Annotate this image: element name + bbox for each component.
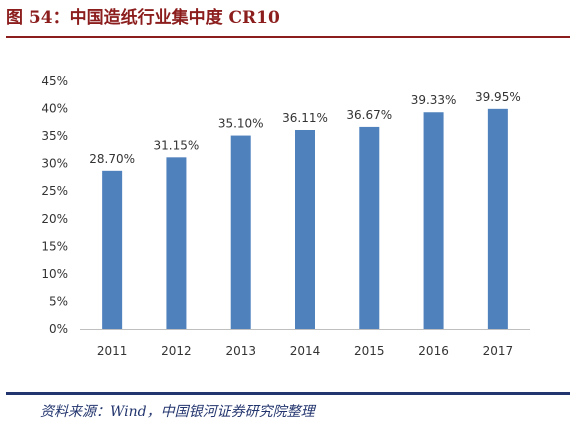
bar-data-label: 36.67% (346, 108, 392, 122)
x-tick-label: 2017 (483, 344, 514, 358)
y-tick-label: 25% (41, 184, 68, 198)
figure-title: 图 54：中国造纸行业集中度 CR10 (6, 8, 280, 28)
bar-data-label: 36.11% (282, 111, 328, 125)
y-tick-label: 0% (49, 322, 68, 336)
bar (166, 157, 187, 329)
bar (230, 135, 251, 329)
y-tick-label: 20% (41, 212, 68, 226)
y-tick-label: 35% (41, 129, 68, 143)
bar-data-label: 39.33% (411, 93, 457, 107)
bar-chart: 0% 5% 10% 15% 20% 25% 30% 35% 40% 45% 28.70% 31.15… (41, 74, 530, 358)
bar (359, 126, 380, 329)
bar-data-label: 31.15% (154, 138, 200, 152)
x-tick-label: 2011 (97, 344, 128, 358)
bar (295, 129, 315, 329)
x-tick-label: 2016 (418, 344, 449, 358)
y-tick-label: 15% (41, 239, 68, 253)
source-rule (6, 392, 570, 395)
bars (102, 108, 508, 329)
y-tick-label: 45% (41, 74, 68, 88)
y-tick-label: 30% (41, 157, 68, 171)
x-tick-label: 2014 (290, 344, 321, 358)
x-axis-tick-labels: 2011 2012 2013 2014 2015 2016 2017 (97, 344, 513, 358)
bar-data-label: 35.10% (218, 117, 264, 131)
x-tick-label: 2013 (225, 344, 256, 358)
y-tick-label: 10% (41, 267, 68, 281)
y-axis-tick-labels: 0% 5% 10% 15% 20% 25% 30% 35% 40% 45% (41, 74, 68, 336)
y-tick-label: 40% (41, 102, 68, 116)
bar (423, 112, 444, 329)
x-tick-label: 2012 (161, 344, 192, 358)
x-tick-label: 2015 (354, 344, 385, 358)
bar-data-label: 39.95% (475, 90, 521, 104)
bar (102, 170, 123, 329)
data-labels: 28.70% 31.15% 35.10% 36.11% 36.67% 39.33% 39.9… (89, 90, 520, 166)
source-note: 资料来源：Wind，中国银河证券研究院整理 (40, 404, 315, 420)
bar (487, 108, 508, 329)
y-tick-label: 5% (49, 294, 68, 308)
title-rule (6, 36, 570, 38)
bar-data-label: 28.70% (89, 152, 135, 166)
